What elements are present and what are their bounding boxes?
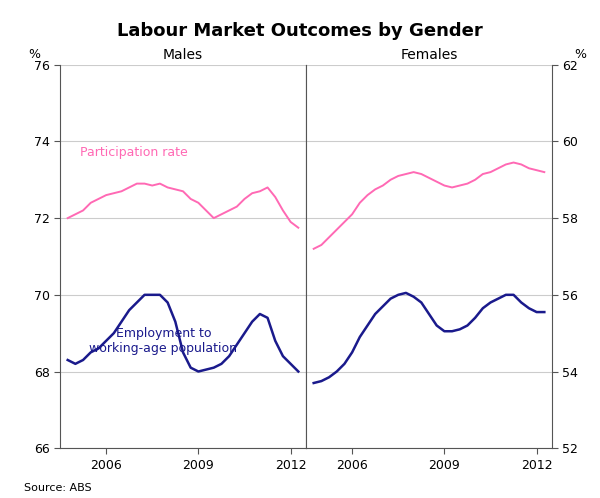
Text: %: % <box>28 48 40 61</box>
Text: Employment to
working-age population: Employment to working-age population <box>89 327 238 355</box>
Text: %: % <box>574 48 586 61</box>
Text: Labour Market Outcomes by Gender: Labour Market Outcomes by Gender <box>117 22 483 40</box>
Text: Participation rate: Participation rate <box>80 146 188 159</box>
Title: Females: Females <box>400 48 458 62</box>
Text: Source: ABS: Source: ABS <box>24 483 92 493</box>
Title: Males: Males <box>163 48 203 62</box>
